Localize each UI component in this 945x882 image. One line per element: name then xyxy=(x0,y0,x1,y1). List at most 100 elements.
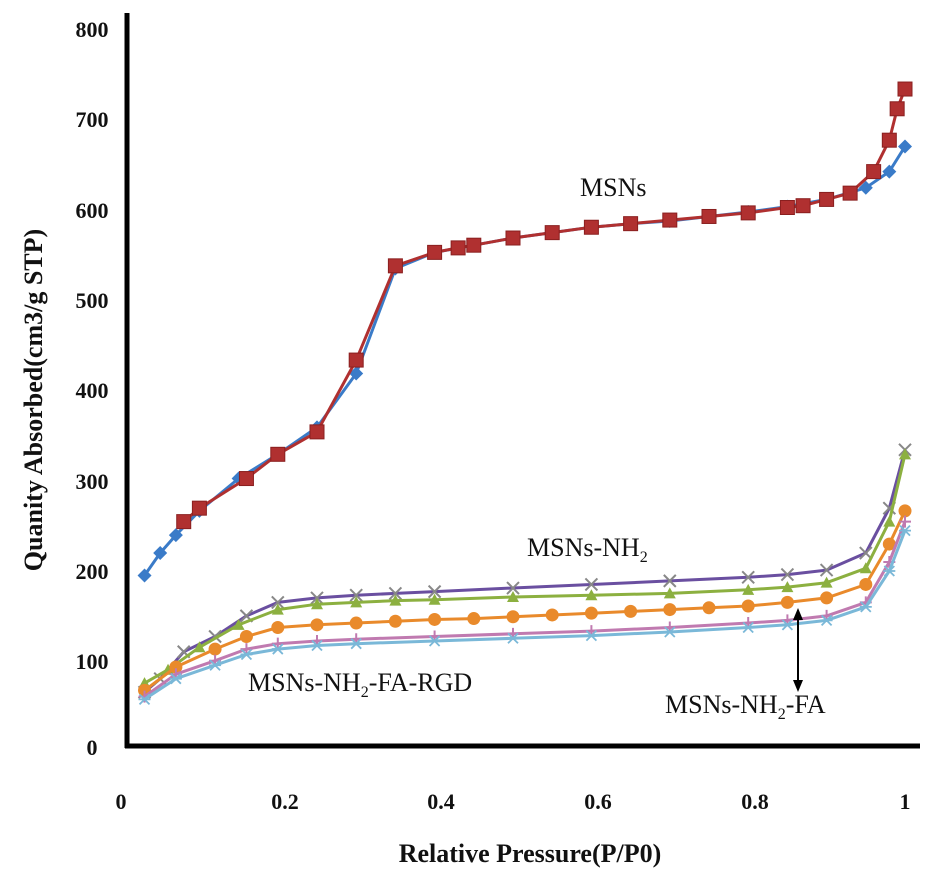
series-1-point-12 xyxy=(583,219,599,235)
series-2-point-11 xyxy=(584,577,599,592)
series-1-point-16 xyxy=(740,205,756,221)
series-3-point-13 xyxy=(781,581,794,593)
y-tick-label: 800 xyxy=(76,17,109,42)
series-2-point-13 xyxy=(741,570,755,584)
series-3-point-12 xyxy=(742,583,755,595)
series-3-point-7 xyxy=(389,594,402,606)
y-axis-title: Quanity Absorbed(cm3/g STP) xyxy=(19,229,48,571)
series-4-point-3 xyxy=(239,630,253,644)
series-5-point-16 xyxy=(899,515,911,528)
series-1-point-5 xyxy=(348,352,364,368)
series-6-point-4 xyxy=(271,643,284,655)
series-4-point-21 xyxy=(898,504,912,518)
series-0-point-1 xyxy=(153,546,168,561)
series-4-point-7 xyxy=(388,614,402,628)
series-1-point-19 xyxy=(819,191,835,207)
series-3-point-3 xyxy=(232,618,245,630)
series-1-point-2 xyxy=(238,471,254,487)
series-2-point-7 xyxy=(349,588,363,602)
x-tick-label: 0.8 xyxy=(741,789,769,814)
series-4-point-2 xyxy=(208,642,222,656)
series-3-point-16 xyxy=(883,515,896,527)
series-2-point-9 xyxy=(427,584,442,599)
series-4-point-15 xyxy=(702,601,716,615)
series-6-point-11 xyxy=(742,621,755,634)
series-4-point-19 xyxy=(859,577,873,591)
series-4-point-8 xyxy=(428,612,442,626)
series-1-point-3 xyxy=(270,446,286,462)
series-6-point-6 xyxy=(350,638,363,650)
label-msns-nh2-sub: 2 xyxy=(640,549,648,566)
series-6-point-15 xyxy=(883,565,896,577)
series-4-point-14 xyxy=(663,603,677,617)
series-4-point-5 xyxy=(310,618,324,632)
series-4-point-17 xyxy=(780,595,794,609)
series-6-point-5 xyxy=(311,639,323,652)
series-1-point-6 xyxy=(387,258,403,274)
series-0-point-21 xyxy=(882,164,897,179)
series-line-1 xyxy=(182,88,907,523)
y-tick-label: 600 xyxy=(76,198,109,223)
series-4-point-16 xyxy=(741,599,755,613)
series-6-point-9 xyxy=(585,629,598,642)
label-msns-nh2-text: MSNs-NH xyxy=(527,533,640,562)
series-1-point-4 xyxy=(309,424,325,440)
y-tick-label: 100 xyxy=(76,649,109,674)
label-msns-nh2: MSNs-NH2 xyxy=(527,533,648,566)
series-1-point-22 xyxy=(881,132,897,148)
label-msns: MSNs xyxy=(580,173,646,202)
series-3-point-4 xyxy=(271,603,284,615)
series-4-point-4 xyxy=(271,621,285,635)
series-2-point-14 xyxy=(780,567,795,582)
series-2-point-12 xyxy=(663,574,677,588)
x-tick-label: 0.6 xyxy=(584,789,612,814)
y-tick-label: 700 xyxy=(76,107,109,132)
series-3-point-10 xyxy=(585,589,598,601)
x-tick-label: 0 xyxy=(116,789,127,814)
label-fa-sub: 2 xyxy=(778,706,786,723)
x-tick-label: 0.4 xyxy=(427,789,455,814)
y-tick-label: 0 xyxy=(87,735,98,760)
series-3-point-17 xyxy=(899,448,911,460)
label-msns-text: MSNs xyxy=(580,173,646,202)
series-0-point-20 xyxy=(858,180,873,195)
series-4-point-10 xyxy=(506,610,520,624)
series-line-4 xyxy=(143,510,907,692)
y-tick-label: 200 xyxy=(76,559,109,584)
series-1-point-1 xyxy=(191,500,207,516)
series-4-point-13 xyxy=(624,604,638,618)
series-6-point-14 xyxy=(859,601,872,613)
series-3-point-2 xyxy=(193,641,206,653)
series-layer xyxy=(137,81,913,705)
series-1-point-0 xyxy=(176,514,192,530)
series-6-point-0 xyxy=(138,693,151,705)
series-3-point-8 xyxy=(428,593,441,605)
series-2-point-10 xyxy=(506,581,520,595)
series-1-point-10 xyxy=(505,230,521,246)
series-line-3 xyxy=(143,453,907,685)
series-0-point-7 xyxy=(349,366,364,381)
series-0-point-0 xyxy=(137,568,152,583)
series-1-point-8 xyxy=(450,240,466,256)
series-1-point-7 xyxy=(427,244,443,260)
label-fa-rgd-text: MSNs-NH xyxy=(248,668,361,697)
series-6-point-8 xyxy=(507,632,519,644)
series-3-point-11 xyxy=(663,587,676,599)
series-1-point-17 xyxy=(779,200,795,215)
series-4-point-18 xyxy=(820,591,834,605)
y-tick-label: 400 xyxy=(76,378,109,403)
series-4-point-9 xyxy=(467,612,481,626)
series-2-point-15 xyxy=(819,563,834,577)
series-6-point-2 xyxy=(209,659,222,671)
series-1-point-11 xyxy=(544,225,560,241)
series-1-point-21 xyxy=(866,164,882,180)
series-6-point-12 xyxy=(781,619,794,631)
label-msns-nh2-fa: MSNs-NH2-FA xyxy=(665,690,826,723)
label-fa-suffix: -FA xyxy=(786,690,826,719)
series-1-point-18 xyxy=(795,198,811,214)
series-6-point-1 xyxy=(169,673,182,685)
annotation-arrow-head-up xyxy=(793,608,803,620)
x-tick-label: 0.2 xyxy=(271,789,299,814)
series-4-point-12 xyxy=(584,606,598,620)
